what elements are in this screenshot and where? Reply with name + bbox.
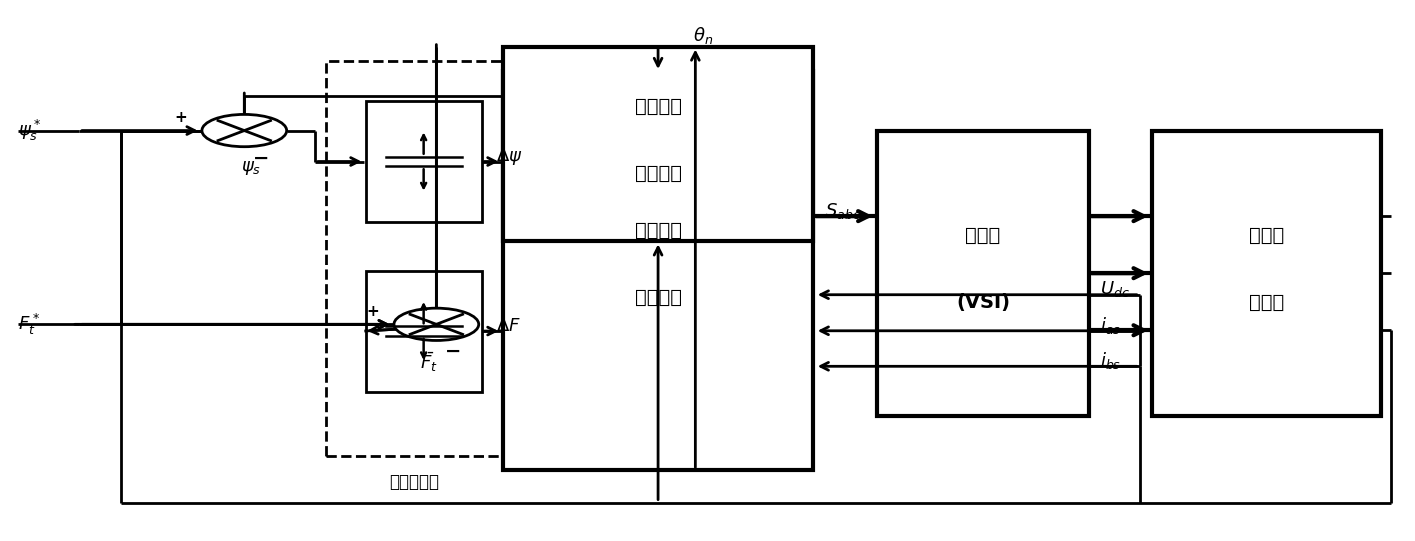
Text: −: − (253, 149, 269, 168)
Text: $F_t^*$: $F_t^*$ (18, 312, 40, 337)
Text: 应电机: 应电机 (1249, 293, 1285, 312)
Text: $S_{abc}$: $S_{abc}$ (825, 201, 860, 221)
Text: 直线感: 直线感 (1249, 226, 1285, 245)
Bar (327, 61, 502, 456)
Text: 滞环控制器: 滞环控制器 (389, 473, 440, 491)
Text: 牵引力及: 牵引力及 (634, 97, 682, 116)
Bar (1152, 130, 1381, 416)
Text: $i_{bs}$: $i_{bs}$ (1099, 351, 1122, 372)
Text: 逆变器: 逆变器 (965, 226, 1000, 245)
Text: $\bar{F_t}$: $\bar{F_t}$ (420, 350, 439, 374)
Text: 磁链观测: 磁链观测 (634, 164, 682, 183)
Circle shape (393, 308, 478, 340)
Text: +: + (366, 304, 379, 319)
Text: $\psi_s$: $\psi_s$ (242, 159, 262, 177)
Text: $\Delta F$: $\Delta F$ (495, 316, 521, 335)
Bar (502, 47, 814, 241)
Bar (365, 270, 481, 392)
Bar (365, 101, 481, 222)
Circle shape (202, 114, 287, 147)
Text: $\psi_s^*$: $\psi_s^*$ (18, 118, 41, 143)
Text: $\theta_n$: $\theta_n$ (693, 25, 713, 46)
Text: 逆变器开: 逆变器开 (634, 221, 682, 240)
Text: $i_{as}$: $i_{as}$ (1099, 315, 1121, 336)
Text: (VSI): (VSI) (957, 293, 1010, 312)
Text: +: + (174, 110, 187, 125)
Text: $U_{dc}$: $U_{dc}$ (1099, 279, 1131, 299)
Bar (877, 130, 1088, 416)
Text: 关控制表: 关控制表 (634, 288, 682, 307)
Text: −: − (446, 342, 461, 361)
Text: $\Delta\psi$: $\Delta\psi$ (495, 146, 522, 167)
Bar (502, 71, 814, 470)
